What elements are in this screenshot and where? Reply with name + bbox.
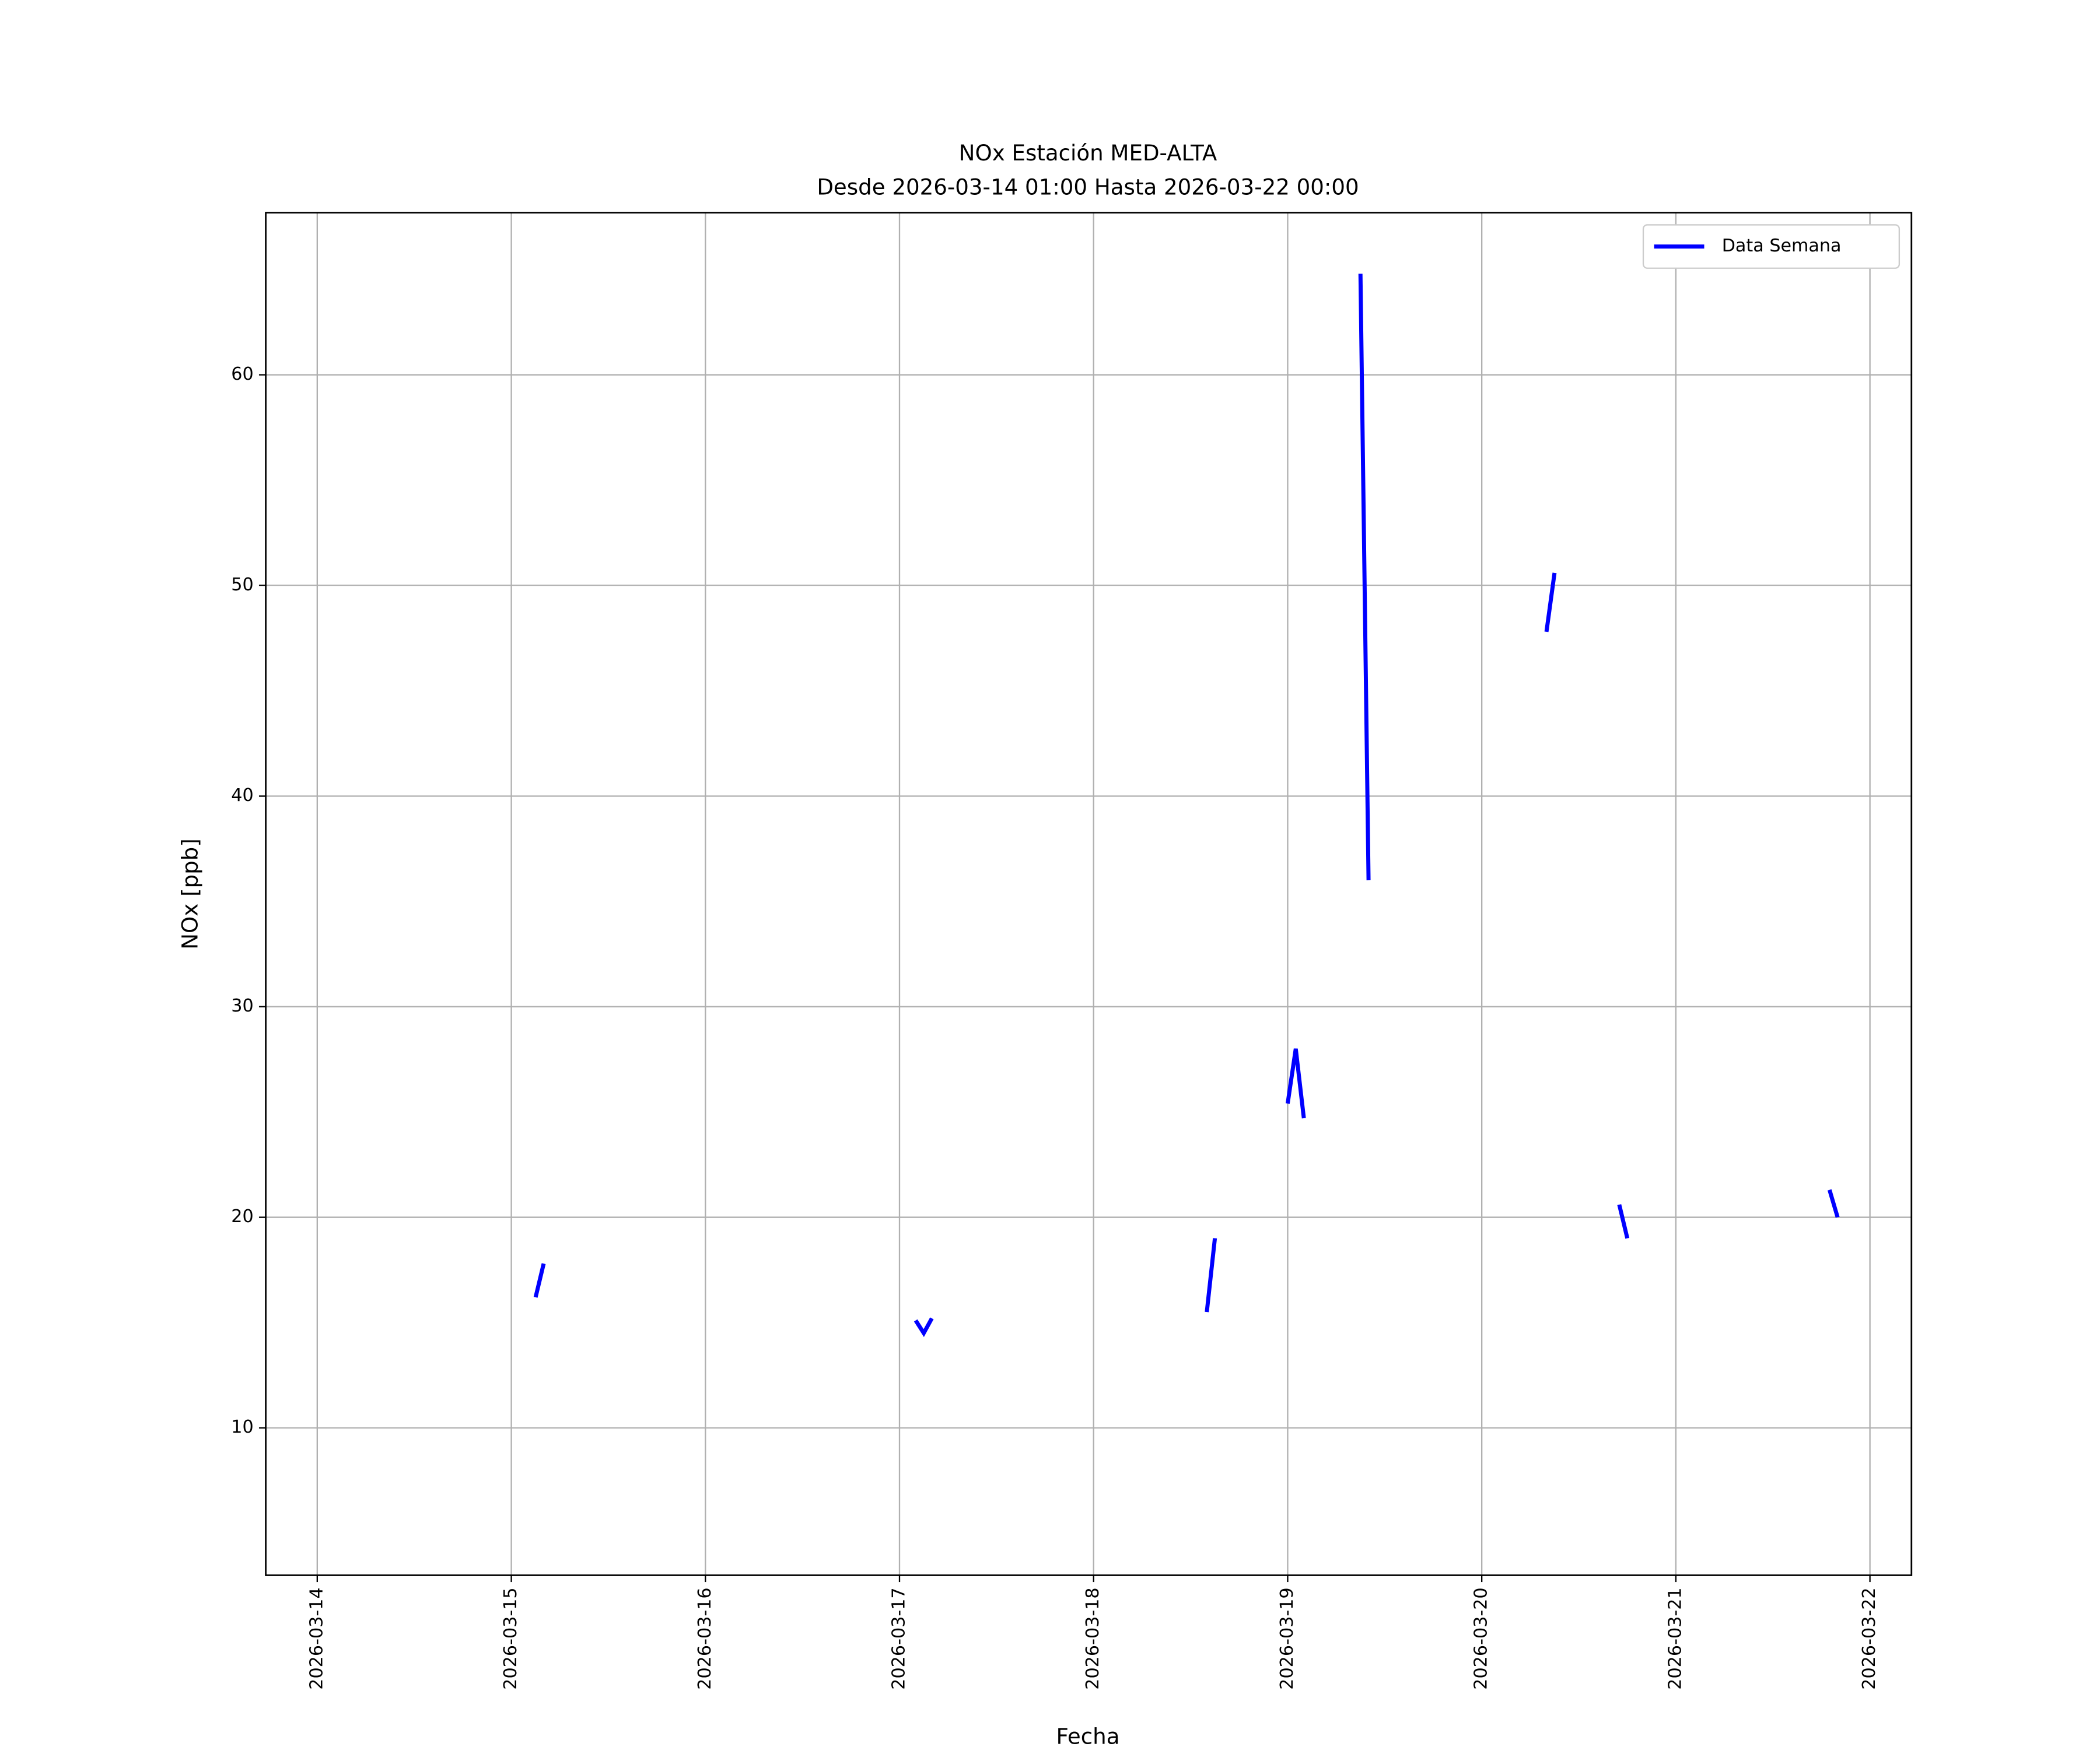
x-tick-label: 2026-03-18 xyxy=(1083,1587,1103,1689)
x-tick-label: 2026-03-14 xyxy=(306,1587,327,1689)
x-tick-label: 2026-03-20 xyxy=(1471,1587,1492,1689)
x-tick-label: 2026-03-16 xyxy=(695,1587,715,1689)
legend: Data Semana xyxy=(1642,224,1901,269)
y-tick-label: 60 xyxy=(231,364,253,384)
plot-frame xyxy=(265,212,1913,1576)
legend-box xyxy=(1642,224,1901,269)
x-tick-label: 2026-03-21 xyxy=(1665,1587,1685,1689)
data-line xyxy=(533,274,1840,1338)
legend-label: Data Semana xyxy=(1722,236,1842,256)
y-tick-label: 20 xyxy=(231,1206,253,1227)
y-tick-label: 30 xyxy=(231,996,253,1016)
y-tick-label: 10 xyxy=(231,1417,253,1437)
x-axis-label: Fecha xyxy=(1056,1724,1120,1749)
x-tick-label: 2026-03-17 xyxy=(889,1587,909,1689)
y-axis-label: NOx [ppb] xyxy=(177,838,202,950)
x-tick-label: 2026-03-15 xyxy=(501,1587,521,1689)
y-tick-label: 50 xyxy=(231,575,253,595)
x-tick-label: 2026-03-19 xyxy=(1277,1587,1297,1689)
y-tick-label: 40 xyxy=(231,785,253,806)
chart-subtitle: Desde 2026-03-14 01:00 Hasta 2026-03-22 … xyxy=(817,174,1359,200)
x-tick-label: 2026-03-22 xyxy=(1859,1587,1880,1689)
chart-title: NOx Estación MED-ALTA xyxy=(959,141,1217,166)
